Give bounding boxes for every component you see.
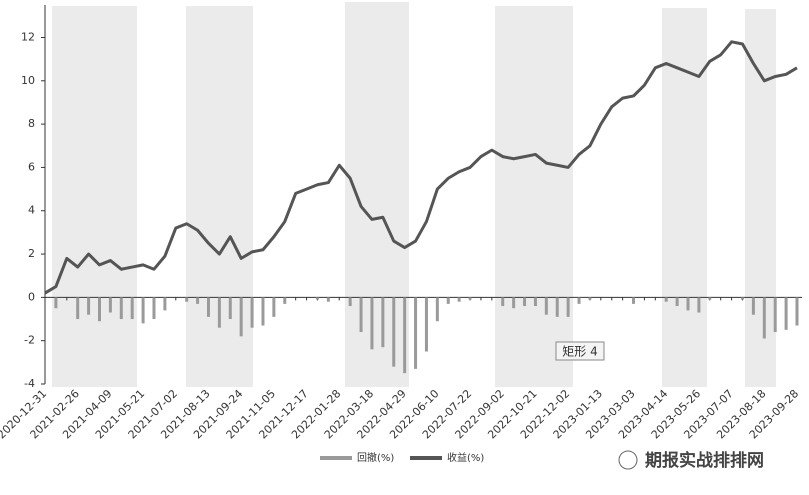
bar [228, 297, 232, 320]
bar [217, 297, 221, 328]
bar [577, 297, 581, 304]
annotation-frame [555, 341, 605, 361]
bar [97, 297, 101, 322]
bar [185, 297, 189, 302]
y-tick-label: 6 [28, 160, 35, 173]
bar [370, 297, 374, 350]
y-tick-label: 0 [28, 290, 35, 303]
watermark-group: 期报实战排排网 [618, 450, 764, 471]
bar [108, 297, 112, 313]
bar [468, 297, 472, 300]
bar [762, 297, 766, 339]
y-tick-label: 10 [21, 74, 35, 87]
bar [588, 297, 592, 300]
bar [741, 297, 745, 300]
bar [196, 297, 200, 304]
y-tick-label: -4 [24, 377, 35, 390]
bar [261, 297, 265, 326]
bar [697, 297, 701, 313]
bar [130, 297, 134, 320]
bar [359, 297, 363, 333]
bar [392, 297, 396, 367]
bar [512, 297, 516, 309]
bar [250, 297, 254, 328]
bar [555, 297, 559, 317]
highlight-bands [52, 2, 776, 387]
bar [686, 297, 690, 311]
band [186, 6, 253, 387]
line [44, 40, 798, 295]
bar [501, 297, 505, 307]
bar [272, 297, 276, 317]
bar [664, 297, 668, 302]
bar [675, 297, 679, 307]
bar [283, 297, 287, 304]
bar [239, 297, 243, 337]
band [52, 6, 137, 387]
bar [163, 297, 167, 311]
bar [348, 297, 352, 307]
bar [315, 297, 319, 300]
bar [381, 297, 385, 348]
bar [795, 297, 799, 326]
y-tick-label: 8 [28, 117, 35, 130]
bar [773, 297, 777, 333]
bar [403, 297, 407, 374]
bar [566, 297, 570, 317]
legend-label: 收益(%) [447, 451, 484, 464]
band [345, 2, 409, 387]
bar [119, 297, 123, 320]
y-tick-label: 4 [28, 204, 35, 217]
legend-label: 回撤(%) [357, 451, 394, 464]
bar [141, 297, 145, 324]
bar [751, 297, 755, 315]
watermark: 期报实战排排网 [645, 450, 764, 471]
bar [326, 297, 330, 302]
bar [152, 297, 156, 320]
bar [54, 297, 58, 309]
bar [446, 297, 450, 304]
bar [523, 297, 527, 307]
y-tick-label: 12 [21, 30, 35, 43]
bar [424, 297, 428, 352]
bar [708, 297, 712, 300]
watermark-icon [618, 450, 638, 470]
bar [544, 297, 548, 315]
bar [87, 297, 91, 315]
bar [457, 297, 461, 302]
bar [414, 297, 418, 369]
y-tick-label: 2 [28, 247, 35, 260]
bar [435, 297, 439, 322]
band [495, 6, 573, 387]
bar [784, 297, 788, 330]
y-tick-label: -2 [24, 334, 35, 347]
annotation-box: 矩形 4 [555, 341, 605, 361]
bar [632, 297, 636, 304]
band [745, 9, 776, 387]
bar [206, 297, 210, 317]
bar [76, 297, 80, 320]
annotation: 矩形 4 [562, 345, 597, 359]
bar [533, 297, 537, 307]
